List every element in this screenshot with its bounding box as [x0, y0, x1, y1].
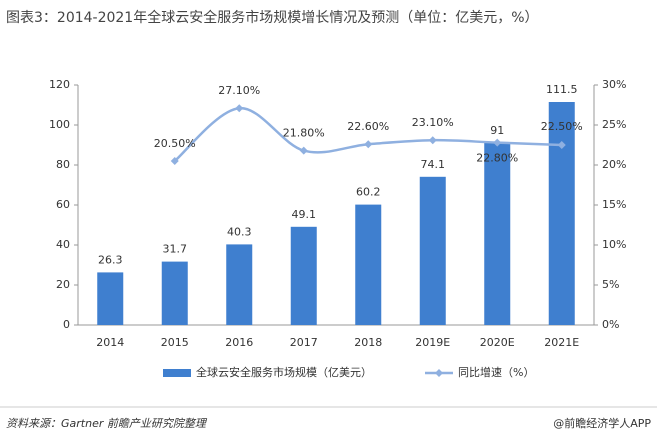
- bar: [97, 272, 124, 325]
- y2-tick-label: 0%: [602, 318, 619, 331]
- y-tick-label: 40: [56, 238, 70, 251]
- bar: [484, 143, 511, 325]
- line-label: 20.50%: [154, 137, 196, 150]
- line-label: 22.60%: [347, 120, 389, 133]
- y2-tick-label: 10%: [602, 238, 626, 251]
- bar: [290, 226, 317, 325]
- line-label: 21.80%: [283, 127, 325, 140]
- bar-label: 60.2: [356, 186, 381, 199]
- x-tick-label: 2018: [354, 336, 382, 349]
- line-marker: [428, 136, 437, 145]
- chart-title: 图表3：2014-2021年全球云安全服务市场规模增长情况及预测（单位：亿美元，…: [6, 9, 539, 26]
- y-tick-label: 20: [56, 278, 70, 291]
- bar-label: 74.1: [421, 158, 446, 171]
- line-marker: [557, 141, 566, 149]
- legend-label: 全球云安全服务市场规模（亿美元）: [196, 365, 372, 379]
- y-tick-label: 60: [56, 198, 70, 211]
- bar: [161, 261, 188, 325]
- line-marker: [299, 146, 308, 155]
- bar-label: 111.5: [546, 83, 578, 96]
- bar: [355, 204, 382, 325]
- bar-label: 26.3: [98, 253, 123, 266]
- legend-label: 同比增速（%）: [458, 365, 534, 379]
- y2-tick-label: 30%: [602, 78, 626, 91]
- line-marker: [493, 138, 502, 147]
- y2-tick-label: 20%: [602, 158, 626, 171]
- bar: [226, 244, 253, 325]
- x-tick-label: 2019E: [415, 336, 450, 349]
- line-label: 27.10%: [218, 84, 260, 97]
- bar-label: 49.1: [292, 208, 317, 221]
- bar-label: 31.7: [163, 243, 188, 256]
- y-tick-label: 0: [63, 318, 70, 331]
- bar: [548, 102, 575, 325]
- bar: [419, 176, 446, 325]
- y-tick-label: 80: [56, 158, 70, 171]
- x-tick-label: 2021E: [544, 336, 579, 349]
- brand: @前瞻经济学人APP: [553, 416, 651, 430]
- line-marker: [170, 157, 179, 165]
- y2-tick-label: 5%: [602, 278, 619, 291]
- line-marker: [235, 104, 244, 113]
- y2-tick-label: 25%: [602, 118, 626, 131]
- x-tick-label: 2016: [225, 336, 253, 349]
- x-tick-label: 2014: [96, 336, 124, 349]
- y-tick-label: 100: [49, 118, 70, 131]
- line-label: 23.10%: [412, 116, 454, 129]
- line-label: 22.80%: [476, 152, 518, 165]
- x-tick-label: 2020E: [480, 336, 515, 349]
- source: 资料来源：Gartner 前瞻产业研究院整理: [6, 417, 208, 430]
- legend-swatch: [163, 369, 191, 377]
- bar-label: 40.3: [227, 225, 252, 238]
- x-tick-label: 2017: [290, 336, 318, 349]
- bar-label: 91: [490, 124, 504, 137]
- legend-swatch: [435, 369, 443, 377]
- y2-tick-label: 15%: [602, 198, 626, 211]
- y-tick-label: 120: [49, 78, 70, 91]
- line-label: 22.50%: [541, 120, 583, 133]
- line-marker: [364, 140, 373, 149]
- x-tick-label: 2015: [161, 336, 189, 349]
